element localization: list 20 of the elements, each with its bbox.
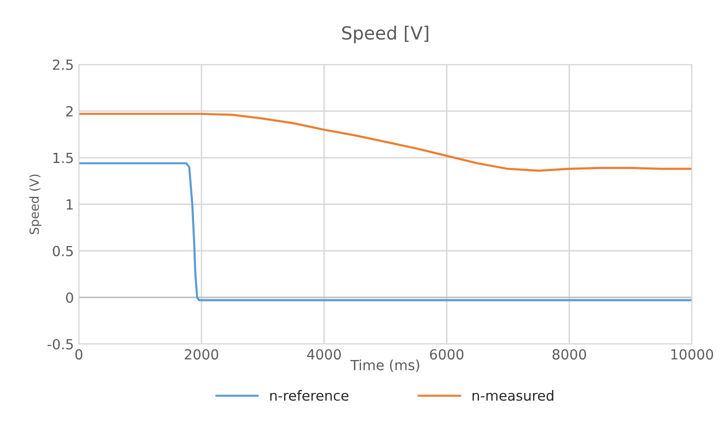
y-axis-title: Speed (V) (29, 174, 42, 234)
y-tick-label: 1.5 (53, 152, 73, 164)
y-tick-label: -0.5 (48, 338, 73, 350)
legend-label: n-reference (270, 390, 348, 401)
y-tick-label: 0.5 (52, 246, 73, 256)
x-tick-label: 8000 (552, 349, 586, 360)
line-series (78, 162, 692, 302)
x-tick-label: 2000 (184, 349, 218, 360)
x-tick-label: 4000 (307, 349, 341, 360)
chart-title: Speed [V] (342, 26, 428, 44)
y-tick-label: 0 (66, 292, 74, 303)
x-tick-label: 0 (75, 349, 82, 360)
legend-label: n-measured (472, 390, 554, 401)
y-tick-label: 1 (66, 199, 73, 210)
x-tick-label: 6000 (430, 349, 464, 360)
y-tick-label: 2 (66, 106, 73, 116)
x-tick-label: 10000 (671, 349, 714, 360)
line-series (78, 112, 692, 172)
y-tick-label: 2.5 (52, 59, 73, 70)
x-axis-title: Time (ms) (350, 360, 420, 372)
